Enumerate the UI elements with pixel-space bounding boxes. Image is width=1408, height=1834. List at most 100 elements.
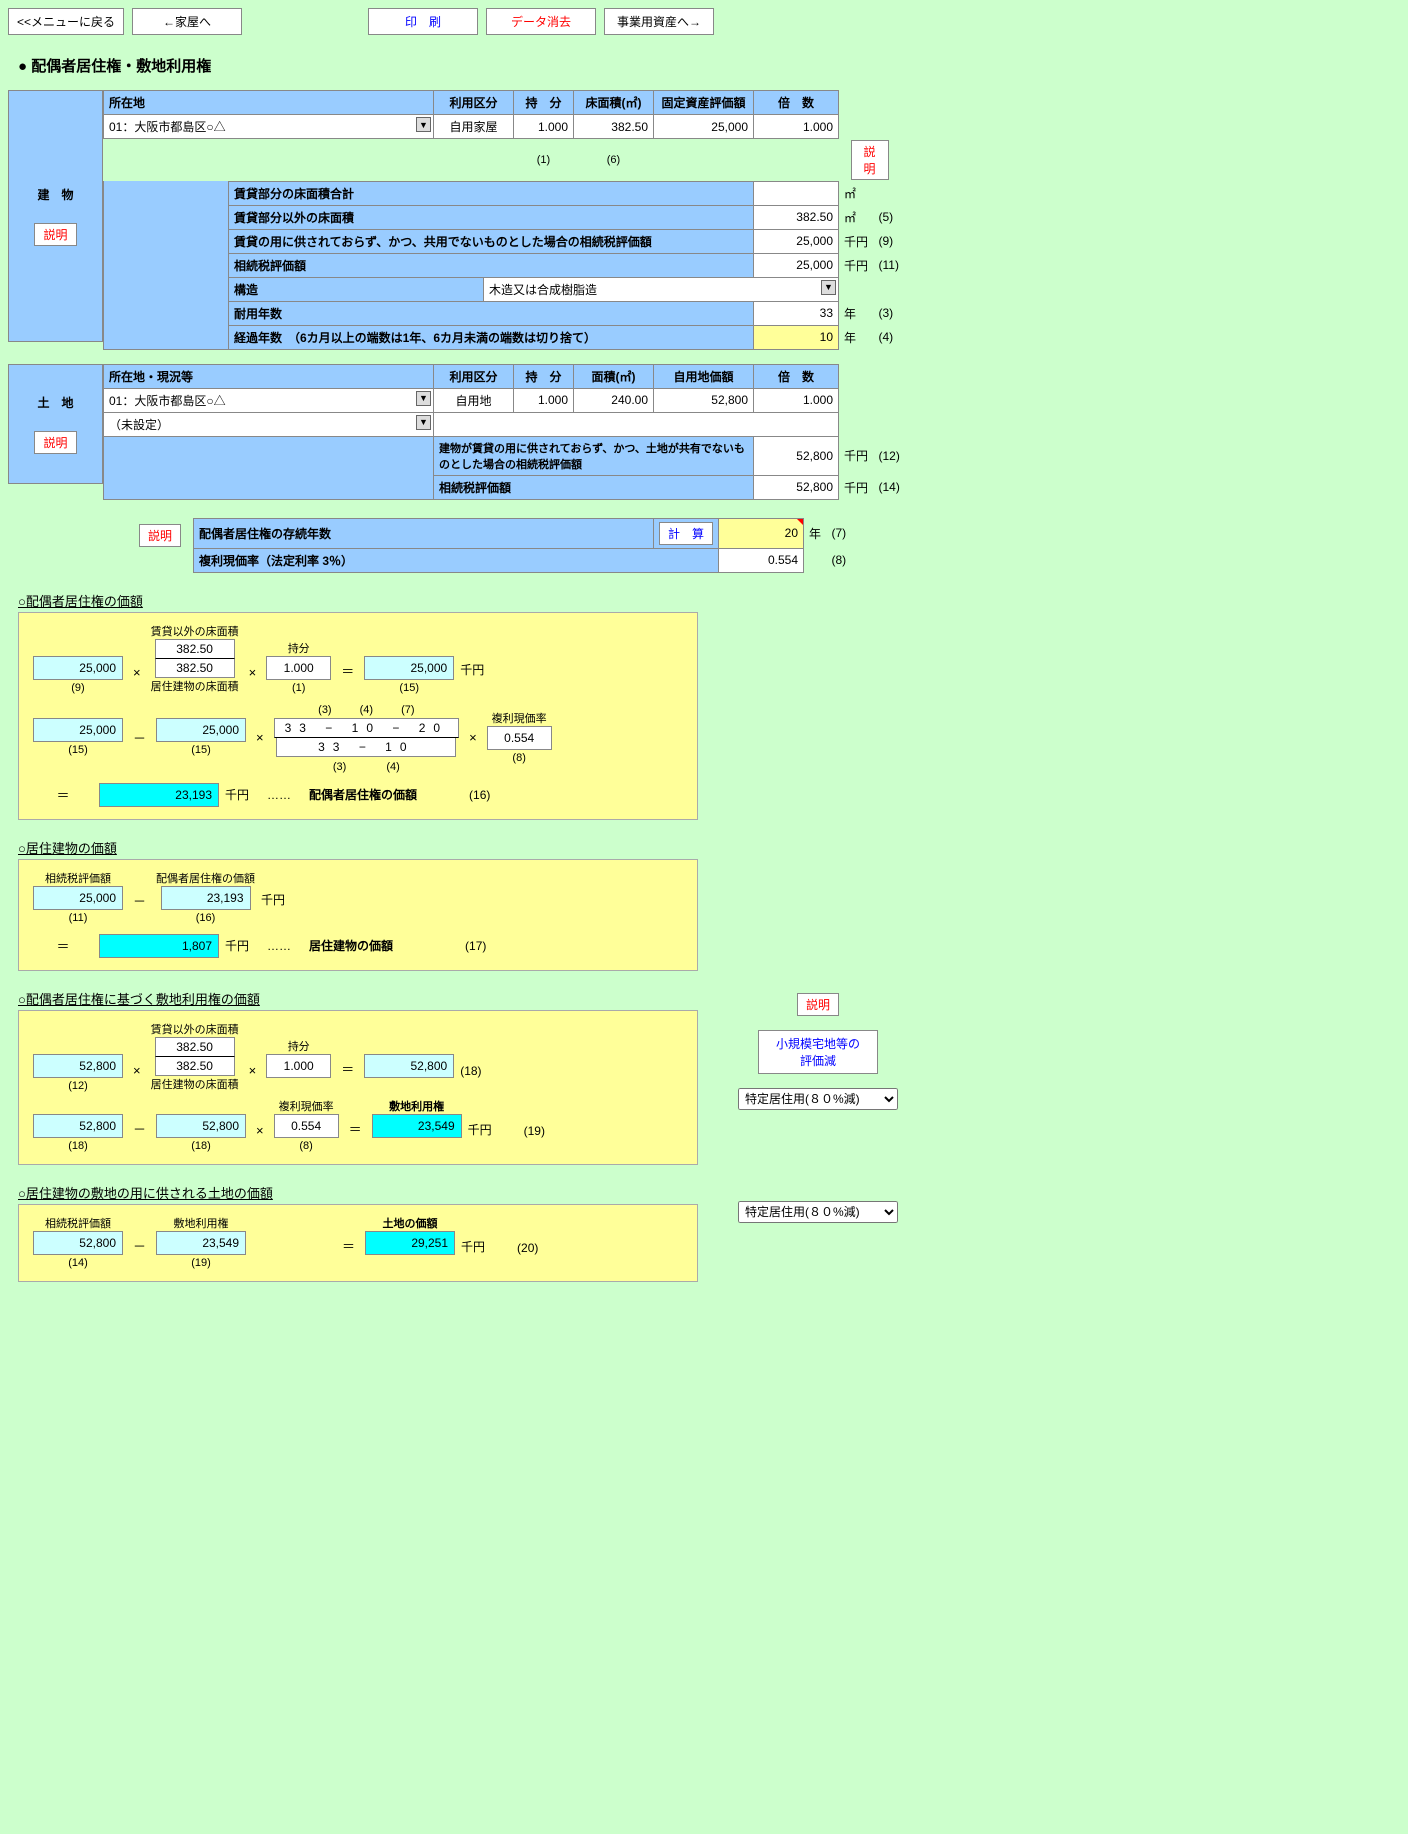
row2-val: 382.50 <box>754 205 839 229</box>
calc3-v18: 52,800 <box>364 1054 454 1078</box>
prev-button[interactable]: ←家屋へ <box>132 8 242 35</box>
calc3-v8: 0.554 <box>274 1114 339 1138</box>
land-row1: 建物が賃貸の用に供されておらず、かつ、土地が共有でないものとした場合の相続税評価… <box>434 436 754 475</box>
row-elapsed: 経過年数 （6カ月以上の端数は1年、6カ月未満の端数は切り捨て） <box>229 325 754 349</box>
calc1-v1: 1.000 <box>266 656 331 680</box>
row-otherfloor: 賃貸部分以外の床面積 <box>229 205 754 229</box>
small-scale-select-2[interactable]: 特定居住用(８０%減) <box>738 1201 898 1223</box>
explain-button[interactable]: 説明 <box>34 223 76 246</box>
unit-m2: ㎡ <box>839 181 874 205</box>
land-loc1-dropdown[interactable]: 01：大阪市都島区○△▼ <box>104 388 434 412</box>
res-row1-val[interactable]: 20 <box>719 518 804 548</box>
h-share: 持 分 <box>514 364 574 388</box>
calc2-result-label: 居住建物の価額 <box>309 937 393 954</box>
ref-12: (12) <box>874 436 914 475</box>
small-scale-select-1[interactable]: 特定居住用(８０%減) <box>738 1088 898 1110</box>
residence-table: 配偶者居住権の存続年数 計 算 20 年 (7) 複利現価率（法定利率 3％） … <box>193 518 867 573</box>
h-loc: 所在地・現況等 <box>104 364 434 388</box>
blank-left <box>104 181 229 349</box>
h-floor: 床面積(㎡) <box>574 91 654 115</box>
top-toolbar: <<メニューに戻る ←家屋へ 印 刷 データ消去 事業用資産へ→ <box>8 8 1400 35</box>
ref-9: (9) <box>71 682 84 694</box>
note-6: (6) <box>574 139 654 181</box>
menu-button[interactable]: <<メニューに戻る <box>8 8 124 35</box>
calc1-v15c: 25,000 <box>156 718 246 742</box>
calc3-result: 23,549 <box>372 1114 462 1138</box>
land-mult: 1.000 <box>754 388 839 412</box>
unit-senyen: 千円 <box>839 436 874 475</box>
fixed-cell: 25,000 <box>654 115 754 139</box>
unit-senyen: 千円 <box>839 229 874 253</box>
print-button[interactable]: 印 刷 <box>368 8 478 35</box>
explain-button[interactable]: 説明 <box>34 431 76 454</box>
unit-senyen: 千円 <box>839 475 874 499</box>
h-area: 面積(㎡) <box>574 364 654 388</box>
row6-val: 33 <box>754 301 839 325</box>
row-rentfloor-total: 賃貸部分の床面積合計 <box>229 181 754 205</box>
res-row1: 配偶者居住権の存続年数 <box>194 518 654 548</box>
ref-7: (7) <box>827 518 867 548</box>
unit-senyen: 千円 <box>839 253 874 277</box>
h-location: 所在地 <box>104 91 434 115</box>
land-share: 1.000 <box>514 388 574 412</box>
building-section: 建 物 説明 所在地 利用区分 持 分 床面積(㎡) 固定資産評価額 倍 数 0… <box>8 90 1400 350</box>
calc4-v19: 23,549 <box>156 1231 246 1255</box>
calc4-panel: 相続税評価額 52,800 (14) － 敷地利用権 23,549 (19) ＝… <box>18 1204 698 1282</box>
calc1-panel: 25,000 (9) × 賃貸以外の床面積 382.50 382.50 居住建物… <box>18 612 698 820</box>
structure-dropdown[interactable]: 木造又は合成樹脂造▼ <box>484 277 839 301</box>
h-share: 持 分 <box>514 91 574 115</box>
unit-year: 年 <box>839 325 874 349</box>
unit-senyen: 千円 <box>225 786 249 803</box>
calc-button[interactable]: 計 算 <box>659 522 713 545</box>
explain-button[interactable]: 説明 <box>139 524 181 547</box>
h-fixed: 固定資産評価額 <box>654 91 754 115</box>
next-button[interactable]: 事業用資産へ→ <box>604 8 714 35</box>
small-scale-button[interactable]: 小規模宅地等の 評価減 <box>758 1030 878 1074</box>
label-floor: 居住建物の床面積 <box>151 678 239 694</box>
explain-button[interactable]: 説明 <box>797 993 839 1016</box>
ref-3: (3) <box>874 301 914 325</box>
location-dropdown[interactable]: 01：大阪市都島区○△▼ <box>104 115 434 139</box>
calc1-v15a: 25,000 <box>364 656 454 680</box>
h-price: 自用地価額 <box>654 364 754 388</box>
land-section: 土 地 説明 所在地・現況等 利用区分 持 分 面積(㎡) 自用地価額 倍 数 … <box>8 364 1400 500</box>
calc2-panel: 相続税評価額 25,000 (11) － 配偶者居住権の価額 23,193 (1… <box>18 859 698 971</box>
unit-year: 年 <box>839 301 874 325</box>
building-table: 所在地 利用区分 持 分 床面積(㎡) 固定資産評価額 倍 数 01：大阪市都島… <box>103 90 890 181</box>
calc3-v1: 1.000 <box>266 1054 331 1078</box>
calc3-frac: 382.50 382.50 <box>155 1037 235 1076</box>
residence-section: 説明 配偶者居住権の存続年数 計 算 20 年 (7) 複利現価率（法定利率 3… <box>8 518 1400 573</box>
land-usage: 自用地 <box>434 388 514 412</box>
ref-1: (1) <box>292 682 305 694</box>
row7-val[interactable]: 10 <box>754 325 839 349</box>
floor-cell: 382.50 <box>574 115 654 139</box>
land-area: 240.00 <box>574 388 654 412</box>
calc1-v9: 25,000 <box>33 656 123 680</box>
land-row2-val: 52,800 <box>754 475 839 499</box>
ref-19: (19) <box>524 1124 545 1138</box>
delete-button[interactable]: データ消去 <box>486 8 596 35</box>
building-leftbar: 建 物 説明 <box>8 90 103 342</box>
calc2-result: 1,807 <box>99 934 219 958</box>
calc1-frac2: 33 − 10 − 20 33 − 10 <box>274 718 459 757</box>
share-cell: 1.000 <box>514 115 574 139</box>
explain-button[interactable]: 説明 <box>851 140 889 180</box>
row-inh: 相続税評価額 <box>229 253 754 277</box>
page-title: ● 配偶者居住権・敷地利用権 <box>18 55 1400 76</box>
calc1-frac: 382.50 382.50 <box>155 639 235 678</box>
calc2-v11: 25,000 <box>33 886 123 910</box>
land-row1-val: 52,800 <box>754 436 839 475</box>
calc4-title: ○居住建物の敷地の用に供される土地の価額 <box>18 1183 698 1202</box>
land-label: 土 地 <box>37 394 73 411</box>
calc3-v18c: 52,800 <box>156 1114 246 1138</box>
calc3-title: ○配偶者居住権に基づく敷地利用権の価額 <box>18 989 698 1008</box>
ref-14: (14) <box>874 475 914 499</box>
land-loc2-dropdown[interactable]: （未設定）▼ <box>104 412 434 436</box>
h-usage: 利用区分 <box>434 91 514 115</box>
row4-val: 25,000 <box>754 253 839 277</box>
ref-9: (9) <box>874 229 914 253</box>
calc1-title: ○配偶者居住権の価額 <box>18 591 1400 610</box>
mult-cell: 1.000 <box>754 115 839 139</box>
unit-year: 年 <box>804 518 827 548</box>
land-price: 52,800 <box>654 388 754 412</box>
